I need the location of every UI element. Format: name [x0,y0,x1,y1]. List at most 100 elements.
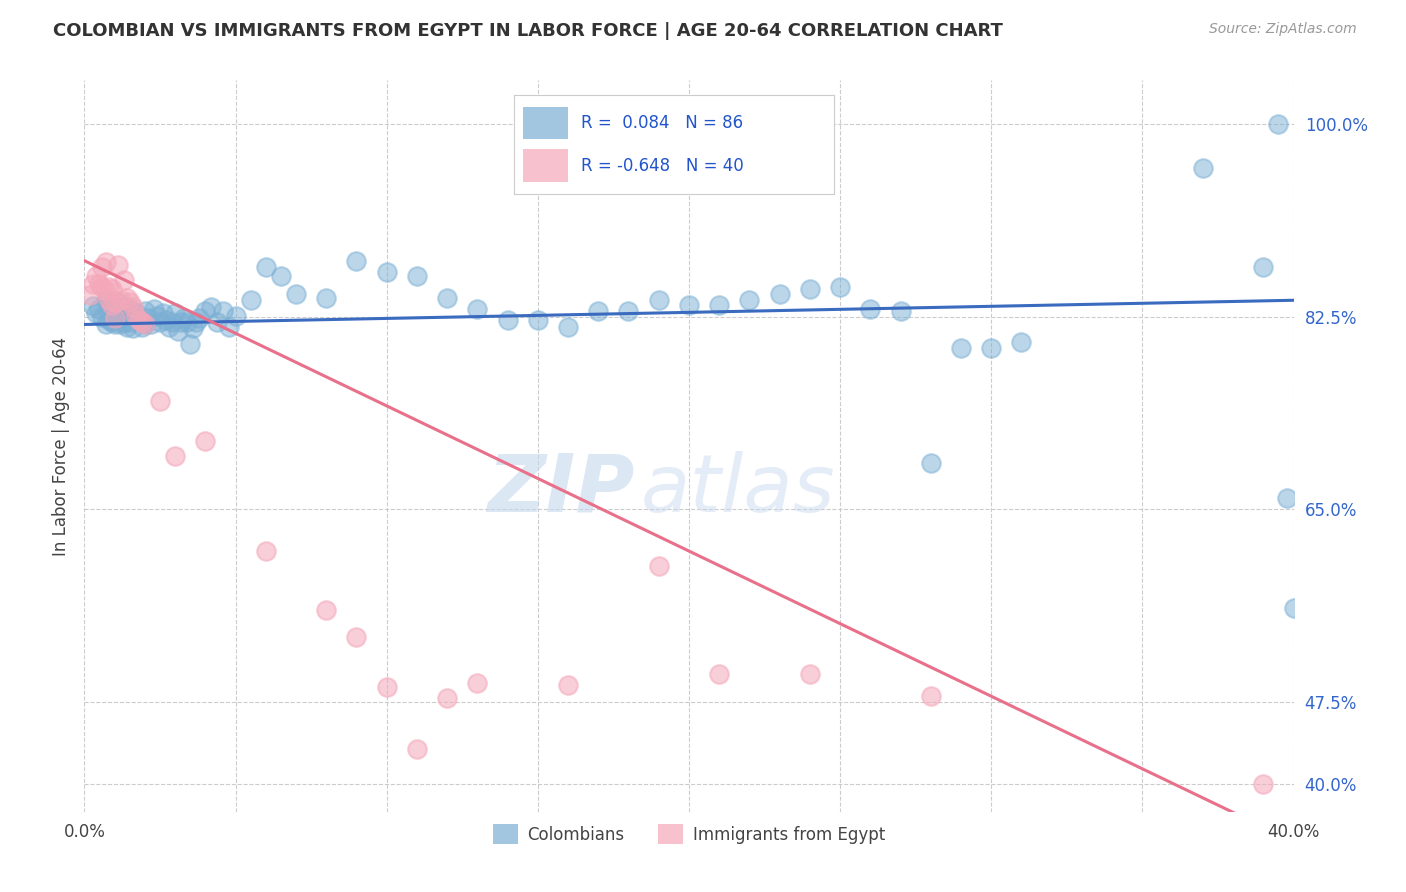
Point [225,309,247,323]
Point [149,315,172,329]
Point [97,280,120,294]
Point [170,315,193,329]
Point [121,320,143,334]
Point [97,293,120,308]
Point [406,268,429,283]
Point [128,313,150,327]
Point [1253,260,1275,275]
Point [94,318,117,332]
Point [375,265,398,279]
Point [406,742,429,756]
Point [678,298,700,312]
Point [799,667,821,681]
Point [173,310,195,325]
Point [709,298,731,312]
Point [1192,161,1215,176]
Point [315,291,337,305]
Point [112,300,135,314]
Point [104,310,127,325]
Point [254,544,277,558]
Point [131,319,153,334]
Point [157,319,180,334]
Point [1282,601,1305,615]
Point [239,293,262,308]
Point [467,676,489,690]
Point [179,337,201,351]
Point [285,286,308,301]
Point [134,304,156,318]
Point [110,293,132,308]
Point [100,298,122,312]
Point [82,277,104,291]
Point [648,293,671,308]
Text: ZIP: ZIP [486,450,634,529]
Point [890,304,912,318]
Legend: Colombians, Immigrants from Egypt: Colombians, Immigrants from Egypt [486,817,891,851]
Point [100,282,122,296]
Point [82,299,104,313]
Point [375,681,398,695]
Point [467,301,489,316]
Point [769,286,792,301]
Point [194,434,217,448]
Point [91,280,114,294]
Point [920,456,942,470]
Point [121,309,143,323]
Point [648,559,671,574]
Point [121,300,143,314]
Point [346,630,368,644]
Point [1277,491,1299,506]
Y-axis label: In Labor Force | Age 20-64: In Labor Force | Age 20-64 [52,336,70,556]
Point [134,318,156,332]
Point [100,315,122,329]
Point [115,306,138,320]
Text: atlas: atlas [641,450,835,529]
Text: Source: ZipAtlas.com: Source: ZipAtlas.com [1209,22,1357,37]
Point [115,319,138,334]
Point [118,301,141,316]
Point [118,315,141,329]
Point [155,313,177,327]
Point [436,291,458,305]
Point [125,306,148,320]
Point [104,301,127,316]
Point [346,253,368,268]
Point [97,313,120,327]
Point [79,287,101,301]
Point [212,304,235,318]
Point [165,306,187,320]
Point [125,309,148,323]
Point [112,273,135,287]
Point [94,293,117,308]
Point [107,258,129,272]
Point [139,318,162,332]
Point [104,318,127,332]
Point [107,295,129,310]
Point [1011,334,1033,349]
Point [557,319,579,334]
Point [980,341,1002,355]
Point [617,304,640,318]
Point [176,315,198,329]
Point [207,315,229,329]
Point [950,341,973,355]
Point [94,285,117,299]
Point [188,310,211,325]
Point [160,315,183,329]
Point [118,295,141,310]
Point [799,282,821,296]
Point [181,320,204,334]
Point [91,310,114,324]
Point [165,450,187,464]
Point [110,318,132,332]
Point [920,690,942,704]
Point [218,319,240,334]
Text: COLOMBIAN VS IMMIGRANTS FROM EGYPT IN LABOR FORCE | AGE 20-64 CORRELATION CHART: COLOMBIAN VS IMMIGRANTS FROM EGYPT IN LA… [53,22,1004,40]
Point [194,304,217,318]
Point [149,394,172,409]
Point [97,304,120,318]
Point [588,304,610,318]
Point [738,293,761,308]
Point [167,324,190,338]
Point [91,260,114,275]
